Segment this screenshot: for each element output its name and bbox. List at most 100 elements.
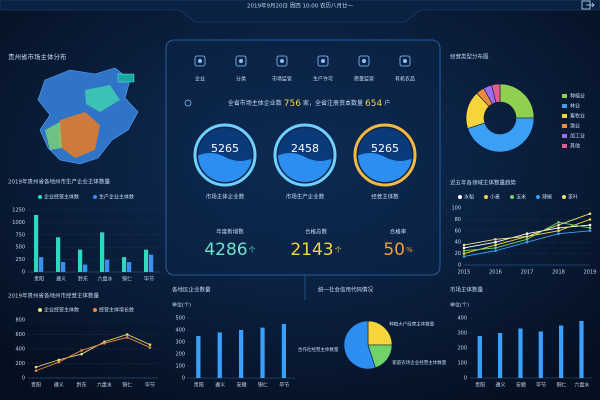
y-tick-label: 100 bbox=[451, 206, 461, 212]
y-tick-label: 600 bbox=[15, 332, 25, 338]
x-tick-label: 黔东 bbox=[77, 382, 87, 389]
icon-dot bbox=[321, 59, 325, 63]
bar bbox=[239, 330, 244, 378]
legend-swatch bbox=[562, 94, 567, 98]
gauge-wave bbox=[198, 153, 252, 182]
x-tick-label: 铜仁 bbox=[122, 276, 132, 283]
line-point bbox=[588, 226, 592, 230]
legend-label: 林业 bbox=[570, 103, 580, 110]
line-point bbox=[125, 336, 129, 339]
gauge-wave bbox=[358, 153, 412, 182]
legend-swatch bbox=[562, 104, 567, 108]
line-point bbox=[588, 223, 592, 227]
summary-icon bbox=[184, 99, 192, 107]
legend-label: 经营主体增长数 bbox=[99, 307, 134, 314]
bar bbox=[105, 259, 110, 272]
header-bar bbox=[0, 0, 600, 23]
legend-swatch bbox=[536, 195, 540, 199]
kpi-text: 50% bbox=[383, 240, 413, 260]
legend-swatch bbox=[38, 195, 42, 199]
line-point bbox=[80, 349, 83, 352]
line bbox=[35, 336, 151, 372]
gauge-value: 5265 bbox=[211, 142, 239, 155]
province-map bbox=[37, 67, 139, 165]
gauge-label: 经营主体数 bbox=[371, 193, 399, 201]
y-tick-label: 100 bbox=[175, 364, 185, 370]
line-point bbox=[557, 232, 560, 235]
kpi-label: 合格率 bbox=[390, 228, 407, 236]
line-point bbox=[494, 243, 497, 247]
icon-dot bbox=[198, 59, 202, 63]
line-point bbox=[525, 240, 529, 244]
y-tick-label: 60 bbox=[455, 228, 461, 234]
summary-prefix: 全省市场主体企业数 bbox=[228, 99, 282, 107]
x-tick-label: 贵阳 bbox=[34, 276, 44, 283]
legend-label: 茶叶 bbox=[568, 194, 578, 201]
chart-title: 经营类型分布图 bbox=[450, 53, 489, 61]
legend-swatch bbox=[38, 308, 42, 312]
x-tick-label: 2017 bbox=[521, 270, 534, 276]
line-point bbox=[148, 346, 152, 349]
summary-count2: 654 bbox=[365, 99, 382, 109]
chart-title: 近五年各领域主体数量趋势 bbox=[450, 179, 517, 187]
y-tick-label: 200 bbox=[457, 346, 467, 352]
line-point bbox=[557, 220, 560, 224]
line-point bbox=[148, 343, 152, 346]
y-tick-label: 0 bbox=[458, 263, 461, 269]
x-tick-label: 遵义 bbox=[215, 382, 225, 389]
bar bbox=[518, 328, 523, 378]
line-point bbox=[588, 218, 592, 221]
gauge-ring bbox=[193, 123, 257, 187]
line-point bbox=[34, 365, 38, 369]
icon-label: 分类 bbox=[236, 76, 246, 83]
kpi-text: 4286个 bbox=[204, 240, 255, 260]
x-tick-label: 2015 bbox=[458, 270, 471, 276]
icon-dot bbox=[362, 59, 366, 63]
kpi-unit: 个 bbox=[335, 246, 342, 254]
chart-title: 2019年贵州省各地州市生产企业主体数量 bbox=[8, 178, 110, 186]
line-point bbox=[557, 226, 560, 230]
slice-label: 种植大户经营主体数量 bbox=[389, 320, 434, 327]
gauge-value: 2458 bbox=[291, 142, 319, 155]
chart-title: 2019年贵州省各地州市经营主体数量 bbox=[8, 292, 99, 300]
legend-swatch bbox=[510, 195, 514, 199]
bar bbox=[217, 332, 222, 378]
line-point bbox=[494, 240, 497, 244]
bar bbox=[144, 249, 149, 272]
y-axis-label: 单位(个) bbox=[172, 302, 191, 309]
x-tick-label: 遵义 bbox=[56, 276, 66, 283]
x-tick-label: 毕节 bbox=[144, 276, 154, 283]
line-point bbox=[462, 243, 466, 247]
legend-label: 辣椒 bbox=[542, 194, 552, 201]
bar bbox=[61, 262, 66, 272]
bar bbox=[196, 336, 201, 378]
legend-label: 企业经营主体数 bbox=[44, 194, 79, 201]
legend-swatch bbox=[93, 308, 97, 312]
icon-glyph bbox=[235, 55, 247, 67]
y-tick-label: 0 bbox=[182, 376, 185, 382]
legend-label: 种植业 bbox=[570, 93, 585, 100]
summary-count1: 756 bbox=[284, 99, 301, 109]
legend-label: 渔业 bbox=[570, 123, 580, 130]
bar bbox=[260, 327, 265, 378]
icon-glyph bbox=[194, 55, 206, 67]
x-tick-label: 毕节 bbox=[536, 382, 546, 389]
kpi-value: 4286 bbox=[204, 240, 247, 260]
legend-label: 其他 bbox=[570, 143, 580, 150]
x-tick-label: 六盘水 bbox=[574, 382, 589, 389]
bar bbox=[34, 214, 39, 272]
y-tick-label: 80 bbox=[455, 217, 461, 223]
x-tick-label: 毕节 bbox=[279, 382, 289, 389]
x-tick-label: 2019 bbox=[584, 270, 597, 276]
y-tick-label: 40 bbox=[455, 240, 461, 246]
line-point bbox=[462, 255, 466, 258]
y-tick-label: 250 bbox=[15, 257, 25, 263]
slice-label: 合作社经营主体数量 bbox=[298, 346, 339, 353]
y-tick-label: 400 bbox=[457, 316, 467, 322]
logout-button[interactable] bbox=[581, 0, 595, 10]
kpi-label: 合格总数 bbox=[305, 228, 328, 236]
chart-title: 市场主体数量 bbox=[450, 286, 484, 294]
x-tick-label: 毕节 bbox=[145, 382, 155, 389]
line-point bbox=[588, 212, 592, 215]
bar bbox=[100, 232, 105, 272]
